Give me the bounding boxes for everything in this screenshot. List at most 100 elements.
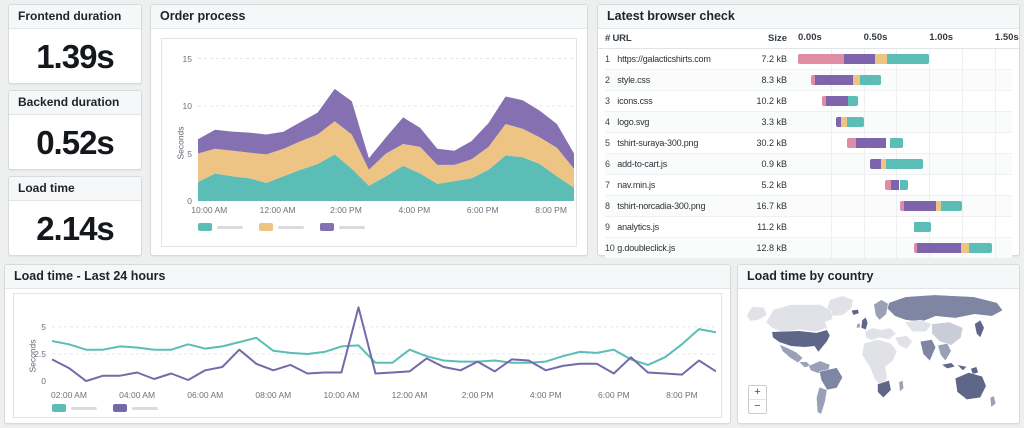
timeline-gridline (962, 70, 964, 90)
map-region-canada[interactable] (765, 304, 834, 332)
timeline-gridline (962, 112, 964, 132)
panel-load-time: Load time 2.14s (8, 176, 142, 256)
zoom-out-button[interactable]: − (754, 400, 761, 412)
timeline-gridline (962, 49, 964, 69)
legend-item[interactable] (52, 404, 97, 412)
panel-title[interactable]: Order process (151, 5, 587, 29)
load-time-24h-chart: Seconds 0 2.5 5 02:00 AM 04:00 AM 06:00 AM 08… (13, 293, 722, 418)
map-region-usa[interactable] (771, 329, 831, 353)
map-region-russia[interactable] (886, 294, 1004, 323)
map-region-argentina[interactable] (816, 386, 828, 415)
timeline-gridline (830, 238, 832, 258)
waterfall-segment-purple (825, 96, 848, 106)
waterfall-table-body: 1 https://galacticshirts.com 7.2 kB 2 styl… (598, 49, 1019, 259)
x-tick-label: 6:00 PM (466, 205, 499, 215)
resource-url: 9 analytics.js (605, 222, 659, 232)
y-tick-label: 15 (182, 53, 192, 64)
waterfall-segment-pink (821, 96, 826, 106)
plot-area[interactable] (52, 302, 716, 386)
waterfall-timeline (798, 238, 1012, 258)
map-region-ireland[interactable] (855, 322, 861, 329)
timeline-gridline (994, 70, 996, 90)
plot-area[interactable] (198, 49, 574, 201)
x-tick-label: 02:00 AM (51, 390, 87, 400)
waterfall-segment-teal (900, 180, 909, 190)
timeline-gridline (929, 91, 931, 111)
panel-backend-duration: Backend duration 0.52s (8, 90, 142, 170)
timeline-gridline (863, 217, 865, 237)
table-row: 10 g.doubleclick.js 12.8 kB (605, 238, 1012, 259)
waterfall-segment-teal (968, 243, 993, 253)
chart-legend (52, 404, 158, 412)
time-tick-label: 0.50s (863, 32, 888, 43)
map-region-japan[interactable] (974, 319, 985, 338)
map-region-new-zealand[interactable] (989, 395, 997, 408)
waterfall-timeline (798, 49, 1012, 69)
timeline-gridline (896, 112, 898, 132)
map-region-indonesia[interactable] (940, 362, 956, 369)
row-number: 9 (605, 222, 610, 232)
x-tick-label: 04:00 AM (119, 390, 156, 400)
map-region-se-asia[interactable] (937, 343, 952, 362)
waterfall-segment-purple (870, 159, 881, 169)
map-region-scandinavia[interactable] (873, 299, 889, 321)
map-region-indonesia[interactable] (956, 364, 968, 371)
y-tick-label: 0 (41, 376, 46, 387)
panel-title[interactable]: Backend duration (9, 91, 141, 115)
map-zoom-control: + − (748, 385, 767, 414)
panel-title[interactable]: Load time (9, 177, 141, 201)
waterfall-segment-orange (875, 54, 888, 64)
map-region-india[interactable] (919, 339, 937, 362)
resource-size: 12.8 kB (756, 243, 787, 253)
timeline-gridline (863, 196, 865, 216)
legend-item[interactable] (259, 223, 304, 231)
waterfall-segment-teal (889, 138, 903, 148)
row-number: 4 (605, 117, 610, 127)
time-axis: 0.00s 0.50s 1.00s 1.50s (798, 29, 1019, 48)
waterfall-segment-orange (841, 117, 847, 127)
choropleth-map-svg[interactable] (741, 290, 1016, 420)
legend-item[interactable] (320, 223, 365, 231)
waterfall-segment-purple (843, 54, 876, 64)
map-region-iceland[interactable] (850, 309, 860, 316)
x-tick-label: 10:00 AM (323, 390, 360, 400)
map-region-australia[interactable] (954, 372, 987, 400)
map-region-mexico[interactable] (779, 343, 804, 364)
chart-legend (198, 223, 365, 231)
map-region-china[interactable] (931, 321, 964, 346)
stacked-area-chart-svg[interactable] (198, 49, 574, 201)
map-region-greenland[interactable] (825, 295, 854, 317)
timeline-gridline (830, 154, 832, 174)
map-region-indonesia[interactable] (970, 366, 979, 375)
map-region-middle-east[interactable] (894, 335, 913, 350)
panel-title[interactable]: Load time - Last 24 hours (5, 265, 730, 289)
panel-title[interactable]: Frontend duration (9, 5, 141, 29)
zoom-in-button[interactable]: + (749, 386, 766, 400)
map-region-uk[interactable] (860, 316, 869, 331)
waterfall-segment-teal (887, 54, 930, 64)
map-region-south-africa[interactable] (877, 379, 892, 399)
panel-title[interactable]: Load time by country (738, 265, 1019, 289)
line-chart-svg[interactable] (52, 302, 716, 386)
table-row: 2 style.css 8.3 kB (605, 70, 1012, 91)
waterfall-segment-pink (846, 138, 856, 148)
load-time-value: 2.14s (36, 209, 115, 247)
timeline-gridline (994, 133, 996, 153)
resource-url: 6 add-to-cart.js (605, 159, 668, 169)
map-region-brazil[interactable] (819, 367, 843, 391)
map-region-europe[interactable] (864, 327, 897, 341)
map-region-madagascar[interactable] (898, 379, 904, 393)
legend-item[interactable] (198, 223, 243, 231)
timeline-gridline (896, 91, 898, 111)
map-region-central-asia[interactable] (904, 319, 933, 332)
timeline-gridline (896, 217, 898, 237)
x-tick-label: 06:00 AM (187, 390, 224, 400)
panel-title[interactable]: Latest browser check (598, 5, 1019, 29)
map-region-africa[interactable] (861, 339, 898, 387)
row-number: 8 (605, 201, 610, 211)
world-map[interactable]: + − (741, 290, 1016, 420)
waterfall-segment-pink (811, 75, 816, 85)
map-region-alaska[interactable] (746, 306, 768, 322)
legend-item[interactable] (113, 404, 158, 412)
